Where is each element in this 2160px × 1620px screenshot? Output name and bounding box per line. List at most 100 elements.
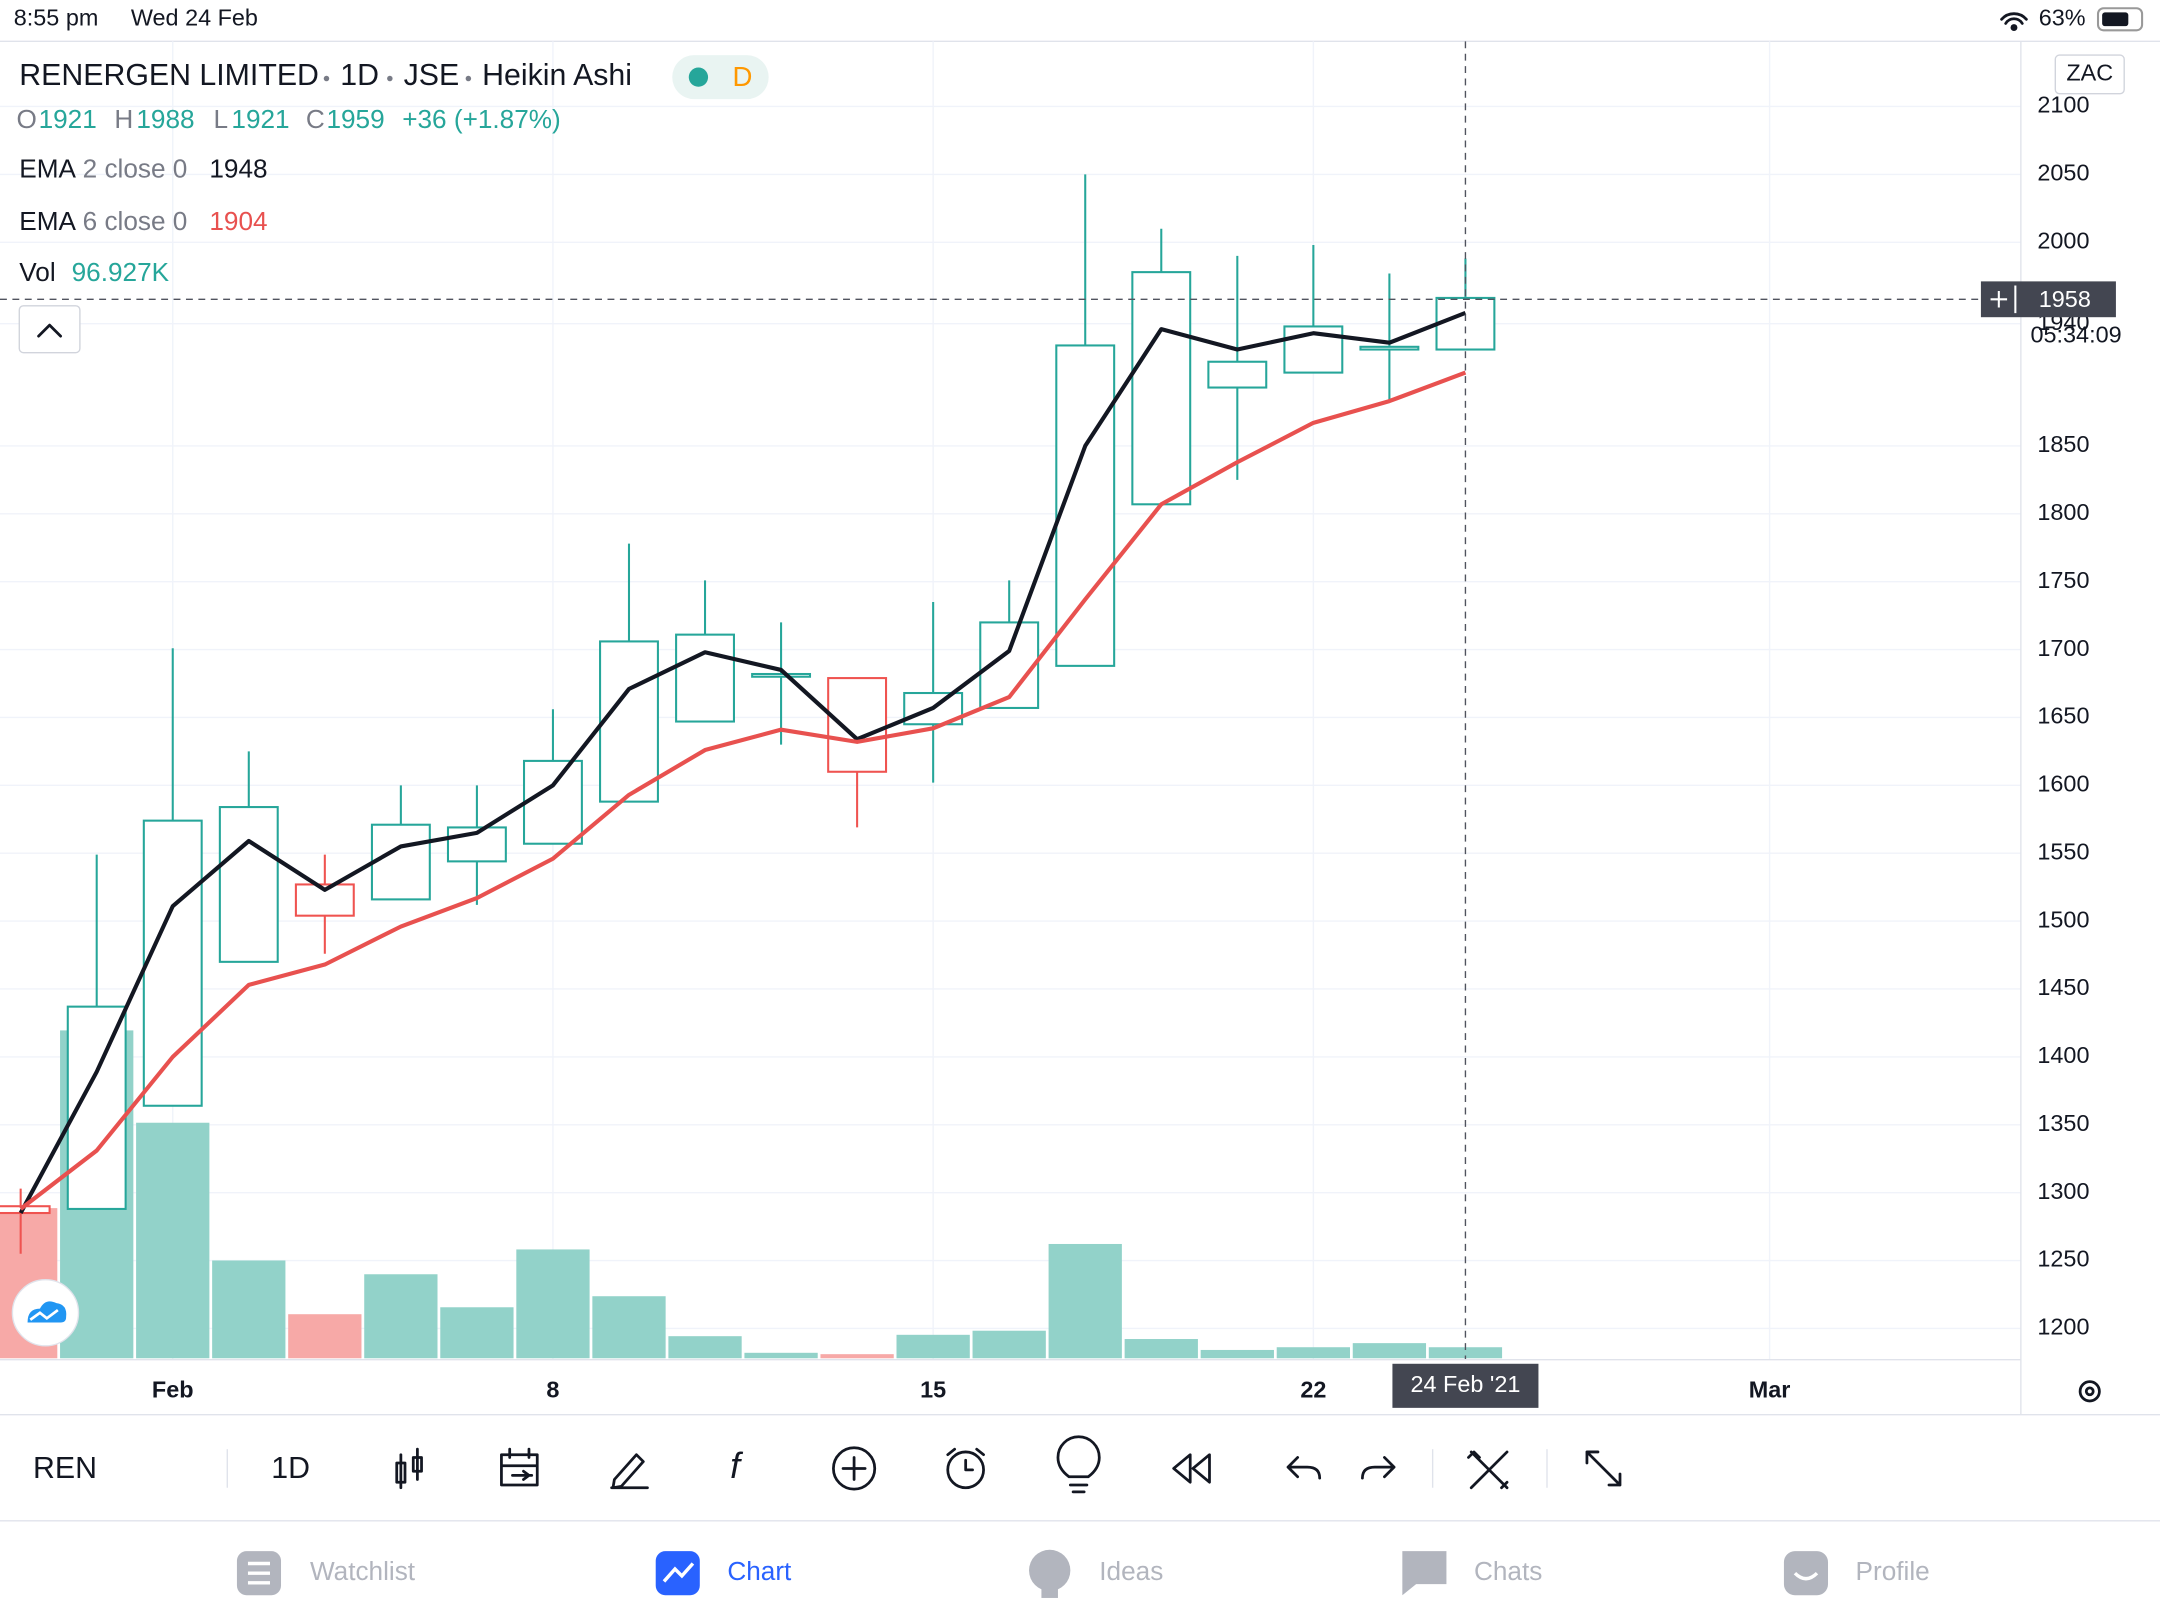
volume-bar xyxy=(896,1334,970,1359)
x-tick-label: Feb xyxy=(152,1377,194,1403)
ideas-tab-icon xyxy=(1029,1549,1071,1592)
ema-line xyxy=(18,310,1467,1214)
ohlc-label: O xyxy=(17,104,37,134)
symbol-title: RENERGEN LIMITED xyxy=(19,59,319,92)
candle-body xyxy=(1359,345,1420,351)
ohlc-value: 1921 xyxy=(39,104,97,134)
indicator-name: EMA xyxy=(19,154,76,184)
add-plus xyxy=(841,1456,867,1481)
volume-bar xyxy=(820,1354,894,1359)
candle-body xyxy=(142,819,203,1107)
separator xyxy=(323,75,330,82)
add-icon[interactable] xyxy=(832,1446,877,1491)
market-dot xyxy=(688,67,709,87)
collapse-legend-button[interactable] xyxy=(18,305,81,354)
currency: ZAC xyxy=(2066,60,2113,86)
replay-icon[interactable] xyxy=(1172,1453,1211,1484)
ema-line xyxy=(19,370,1467,1211)
separator xyxy=(465,75,472,82)
profile-smile xyxy=(1793,1571,1819,1581)
undo-icon[interactable] xyxy=(1286,1456,1322,1480)
y-tick-label: 1500 xyxy=(2037,906,2089,932)
battery-fill xyxy=(2102,12,2129,27)
volume-bar xyxy=(1276,1347,1350,1359)
y-tick-label: 2050 xyxy=(2037,160,2089,186)
x-tick-label: 22 xyxy=(1300,1377,1326,1403)
volume-bar xyxy=(516,1249,590,1359)
tools-icon[interactable] xyxy=(1467,1450,1509,1490)
fullscreen-icon[interactable] xyxy=(1585,1450,1622,1487)
y-tick-label: 1800 xyxy=(2037,499,2089,525)
redo-icon[interactable] xyxy=(1361,1456,1396,1480)
tab-label[interactable]: Ideas xyxy=(1099,1556,1163,1586)
tab-label[interactable]: Watchlist xyxy=(310,1556,416,1586)
y-tick-label: 1200 xyxy=(2037,1314,2089,1340)
alert-icon[interactable] xyxy=(946,1450,985,1490)
ohlc-label: L xyxy=(214,104,229,134)
y-tick-label: 1750 xyxy=(2037,567,2089,593)
x-tick-label: Mar xyxy=(1749,1377,1791,1403)
status-time: 8:55 pm xyxy=(14,4,99,30)
ohlc-label: C xyxy=(306,104,325,134)
y-tick-label: 1850 xyxy=(2037,431,2089,457)
volume-bar xyxy=(972,1330,1046,1359)
watchlist-lines xyxy=(247,1561,270,1585)
candle-body xyxy=(1055,344,1116,667)
volume-bar xyxy=(1428,1347,1503,1359)
currency-button[interactable]: ZAC xyxy=(2054,54,2125,95)
tab-label[interactable]: Chats xyxy=(1474,1556,1542,1586)
ohlc-value: 1988 xyxy=(136,104,194,134)
volume-bar xyxy=(668,1336,742,1359)
indicators-icon[interactable]: f xyxy=(730,1446,744,1486)
y-tick-label: 1700 xyxy=(2037,635,2089,661)
candle-body xyxy=(1131,271,1192,506)
volume-bar xyxy=(440,1307,514,1359)
separator xyxy=(387,75,393,82)
y-tick-label: 1250 xyxy=(2037,1246,2089,1272)
gear-icon xyxy=(2078,1380,2101,1403)
candle-body xyxy=(370,823,431,901)
tab-label[interactable]: Chart xyxy=(727,1556,792,1586)
ohlc-value: 1921 xyxy=(231,104,289,134)
volume-bar xyxy=(136,1122,210,1359)
indicator-params: 6 close 0 xyxy=(83,206,188,236)
interval: 1D xyxy=(340,59,379,92)
volume-bar xyxy=(212,1260,286,1359)
toolbar-interval[interactable]: 1D xyxy=(271,1452,310,1485)
y-tick-label: 1350 xyxy=(2037,1110,2089,1136)
button-frame xyxy=(2054,54,2125,95)
logo-line xyxy=(29,1308,59,1321)
y-tick-label: 1300 xyxy=(2037,1178,2089,1204)
toolbar-symbol[interactable]: REN xyxy=(33,1452,97,1485)
ohlc-label: H xyxy=(114,104,133,134)
wifi-icon xyxy=(2000,12,2028,25)
y-tick-label: 1600 xyxy=(2037,771,2089,797)
logo-button[interactable] xyxy=(11,1279,80,1347)
candle-body xyxy=(599,640,659,803)
compare-icon[interactable] xyxy=(500,1447,539,1487)
ideas-icon[interactable] xyxy=(1056,1435,1101,1494)
chart-type-icon[interactable] xyxy=(395,1447,423,1490)
settings-button[interactable] xyxy=(2078,1380,2101,1403)
battery-icon xyxy=(2096,7,2144,32)
draw-icon[interactable] xyxy=(610,1453,649,1490)
y-tick-label: 2000 xyxy=(2037,227,2089,253)
exchange: JSE xyxy=(404,59,460,92)
alert-hands xyxy=(946,1447,985,1472)
y-tick-label: 2100 xyxy=(2037,92,2089,118)
indicator-value: 1948 xyxy=(209,154,267,184)
crosshair-date: 24 Feb '21 xyxy=(1410,1371,1520,1397)
candle-body xyxy=(1207,360,1268,389)
ideas-tab-base xyxy=(1041,1586,1058,1598)
profile-icon xyxy=(1783,1551,1829,1596)
ohlc-value: 1959 xyxy=(326,104,384,134)
date-label-box xyxy=(1392,1363,1539,1408)
candle-body xyxy=(522,759,583,845)
y-tick-label: 1650 xyxy=(2037,703,2089,729)
tab-label[interactable]: Profile xyxy=(1856,1556,1930,1586)
candle-body xyxy=(751,672,812,678)
x-tick-label: 8 xyxy=(546,1377,559,1403)
x-tick-label: 15 xyxy=(920,1377,946,1403)
